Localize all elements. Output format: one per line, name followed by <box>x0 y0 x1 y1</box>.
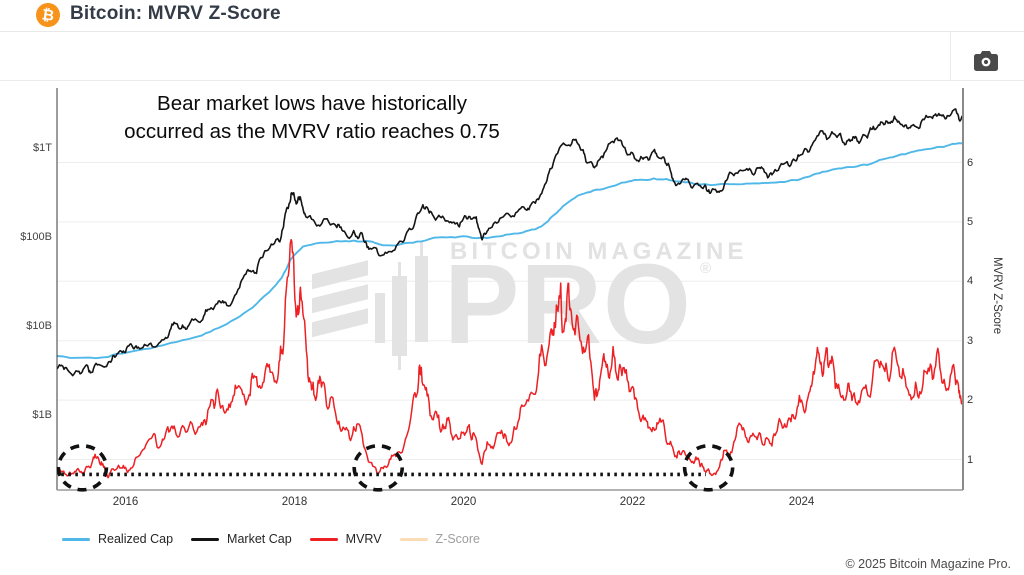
legend-label: Z-Score <box>435 532 480 546</box>
series-mvrv <box>56 238 963 479</box>
toolbar <box>0 32 1024 81</box>
legend-swatch <box>62 537 90 541</box>
chart-gridlines <box>57 162 963 460</box>
legend-swatch <box>309 537 338 541</box>
legend-item-market-cap[interactable]: Market Cap <box>191 532 292 546</box>
legend-swatch <box>191 537 220 541</box>
bitcoin-icon: ₿ <box>34 1 62 29</box>
chart: BITCOIN MAGAZINE PRO ® Bear market lows … <box>0 80 1024 575</box>
legend-swatch <box>399 537 428 541</box>
legend-label: MVRV <box>345 532 382 546</box>
series-market-cap <box>56 108 963 377</box>
legend-item-z-score[interactable]: Z-Score <box>399 532 480 546</box>
legend-label: Realized Cap <box>98 532 174 546</box>
bear-market-low-circle <box>56 443 109 492</box>
chart-plot-area[interactable] <box>0 80 1024 575</box>
legend-item-realized-cap[interactable]: Realized Cap <box>62 532 173 546</box>
toolbar-divider <box>950 32 951 80</box>
bear-market-low-circle <box>352 443 405 492</box>
series-realized-cap <box>57 142 963 360</box>
camera-icon[interactable] <box>972 50 1000 74</box>
header: ₿ Bitcoin: MVRV Z-Score <box>0 0 1024 32</box>
legend-item-mvrv[interactable]: MVRV <box>309 532 382 546</box>
legend-label: Market Cap <box>227 532 292 546</box>
copyright-text: © 2025 Bitcoin Magazine Pro. <box>845 557 1011 571</box>
bear-market-low-circle <box>682 443 735 492</box>
page-title: Bitcoin: MVRV Z-Score <box>70 3 281 24</box>
legend: Realized Cap Market Cap MVRV Z-Score <box>62 532 480 546</box>
